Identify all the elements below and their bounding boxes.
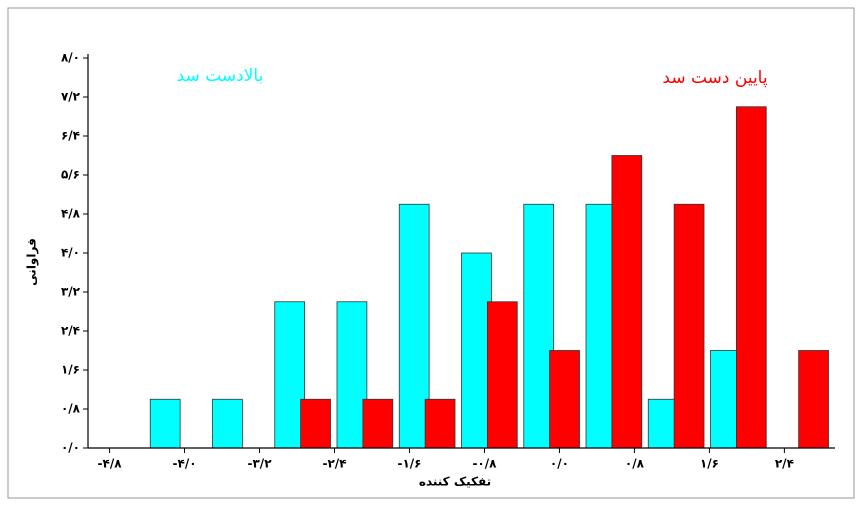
bar — [398, 203, 430, 449]
y-tick-label: ۴/۰ — [61, 246, 80, 260]
y-tick-label: ۰/۰ — [61, 441, 80, 455]
legend-label: پایین دست سد — [662, 68, 767, 88]
x-tick-label: ۰/۰ — [550, 457, 569, 471]
bar — [300, 398, 331, 449]
bar — [673, 203, 705, 449]
y-tick-label: ۳/۲ — [61, 285, 81, 299]
frame — [7, 7, 855, 499]
x-tick-label: -۲/۴ — [322, 457, 346, 471]
y-axis-label: فراوانی — [25, 238, 40, 286]
bar — [710, 350, 741, 449]
bar — [149, 398, 181, 449]
bar — [486, 301, 518, 449]
y-tick-label: ۱/۶ — [61, 363, 80, 377]
bar — [798, 350, 829, 449]
bar — [735, 106, 767, 449]
bar — [212, 398, 243, 449]
x-tick-label: -۱/۶ — [397, 457, 421, 471]
bar — [424, 398, 456, 449]
legend-label: بالادست سد — [177, 66, 264, 86]
bar — [362, 398, 394, 449]
x-tick-label: ۲/۴ — [775, 457, 794, 471]
bar — [647, 398, 679, 449]
bar — [523, 203, 555, 449]
y-tick-label: ۰/۸ — [61, 402, 81, 416]
x-tick-label: ۱/۶ — [700, 457, 719, 471]
y-tick-label: ۵/۶ — [61, 168, 80, 182]
bar — [585, 203, 617, 449]
y-tick-label: ۶/۴ — [61, 129, 80, 143]
y-tick-label: ۸/۰ — [61, 51, 80, 65]
x-tick-label: -۳/۲ — [248, 457, 273, 471]
x-axis-label: تفکیک کننده — [419, 475, 491, 489]
x-tick-label: -۰/۸ — [472, 457, 497, 471]
x-tick-label: -۴/۸ — [98, 457, 123, 471]
bar — [611, 155, 643, 449]
bar — [274, 301, 306, 449]
y-tick-label: ۷/۲ — [61, 90, 81, 104]
y-tick-label: ۲/۴ — [61, 324, 80, 338]
bar — [549, 350, 580, 449]
x-tick-label: -۴/۰ — [173, 457, 197, 471]
bar — [461, 252, 492, 449]
x-tick-label: ۰/۸ — [625, 457, 645, 471]
y-tick-label: ۴/۸ — [61, 207, 81, 221]
bar — [336, 301, 368, 449]
